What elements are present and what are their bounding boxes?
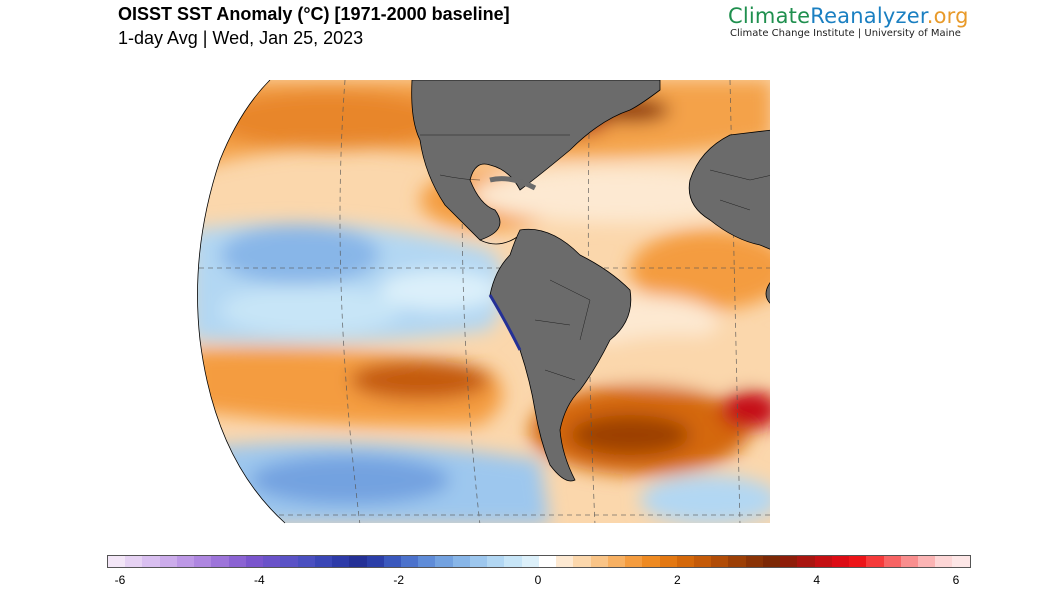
colorbar-swatch bbox=[504, 556, 522, 567]
colorbar-swatch bbox=[607, 556, 626, 567]
colorbar-swatch bbox=[435, 556, 453, 567]
colorbar-tick-label: 0 bbox=[534, 573, 542, 587]
colorbar-swatch bbox=[556, 556, 574, 567]
colorbar-tick-label: -4 bbox=[253, 573, 265, 587]
land-north-america bbox=[411, 80, 661, 241]
brand-name-part1: Climate bbox=[728, 4, 811, 28]
colorbar-swatch bbox=[176, 556, 195, 567]
colorbar-swatch bbox=[400, 556, 419, 567]
colorbar-swatch bbox=[935, 556, 953, 567]
colorbar-swatch bbox=[366, 556, 384, 567]
colorbar-swatch bbox=[625, 556, 643, 567]
land-africa bbox=[688, 129, 770, 251]
colorbar-swatch bbox=[469, 556, 488, 567]
map-title: OISST SST Anomaly (°C) [1971-2000 baseli… bbox=[118, 4, 510, 24]
colorbar-swatch bbox=[452, 556, 470, 567]
colorbar-swatch bbox=[487, 556, 505, 567]
colorbar-swatch bbox=[676, 556, 694, 567]
colorbar-swatch bbox=[711, 556, 729, 567]
colorbar-swatch bbox=[814, 556, 832, 567]
colorbar-swatch bbox=[745, 556, 763, 567]
colorbar-swatch bbox=[573, 556, 591, 567]
colorbar-swatch bbox=[659, 556, 677, 567]
colorbar-swatch bbox=[538, 556, 557, 567]
colorbar-swatch bbox=[211, 556, 229, 567]
colorbar-swatch bbox=[693, 556, 712, 567]
colorbar bbox=[107, 555, 971, 568]
colorbar-swatch bbox=[900, 556, 919, 567]
colorbar-swatch bbox=[642, 556, 660, 567]
brand-tagline: Climate Change Institute | University of… bbox=[730, 28, 961, 39]
colorbar-swatch bbox=[142, 556, 160, 567]
brand-name-part3: .org bbox=[926, 4, 969, 28]
colorbar-swatch bbox=[797, 556, 815, 567]
colorbar-swatch bbox=[728, 556, 746, 567]
colorbar-swatch bbox=[159, 556, 177, 567]
map-subtitle: 1-day Avg | Wed, Jan 25, 2023 bbox=[118, 28, 364, 48]
colorbar-swatch bbox=[228, 556, 246, 567]
colorbar-swatch bbox=[263, 556, 281, 567]
colorbar-swatch bbox=[521, 556, 539, 567]
colorbar-tick-label: 4 bbox=[813, 573, 820, 587]
colorbar-tick-label: -6 bbox=[114, 573, 126, 587]
colorbar-swatch bbox=[194, 556, 212, 567]
colorbar-swatch bbox=[883, 556, 901, 567]
colorbar-tick-label: 2 bbox=[673, 573, 681, 587]
colorbar-swatch bbox=[108, 556, 126, 567]
colorbar-swatch bbox=[245, 556, 264, 567]
colorbar-swatch bbox=[383, 556, 401, 567]
colorbar-swatch bbox=[349, 556, 367, 567]
brand-logo[interactable]: ClimateReanalyzer.org bbox=[728, 4, 969, 28]
colorbar-tick-label: -2 bbox=[393, 573, 404, 587]
brand-name-part2: Reanalyzer bbox=[810, 4, 927, 28]
colorbar-swatch bbox=[297, 556, 315, 567]
colorbar-swatch bbox=[332, 556, 350, 567]
colorbar-swatch bbox=[866, 556, 884, 567]
colorbar-swatch bbox=[418, 556, 436, 567]
colorbar-swatch bbox=[762, 556, 781, 567]
colorbar-swatch bbox=[918, 556, 936, 567]
colorbar-swatch bbox=[125, 556, 143, 567]
colorbar-swatch bbox=[831, 556, 850, 567]
colorbar-swatch bbox=[590, 556, 608, 567]
colorbar-tick-label: 6 bbox=[952, 573, 960, 587]
colorbar-swatch bbox=[952, 556, 970, 567]
colorbar-swatch bbox=[280, 556, 298, 567]
colorbar-swatch bbox=[314, 556, 333, 567]
colorbar-swatch bbox=[849, 556, 867, 567]
colorbar-ticks: -6 -4 -2 0 2 4 6 bbox=[0, 573, 1050, 589]
colorbar-swatch bbox=[780, 556, 798, 567]
sst-anomaly-map bbox=[197, 80, 770, 524]
